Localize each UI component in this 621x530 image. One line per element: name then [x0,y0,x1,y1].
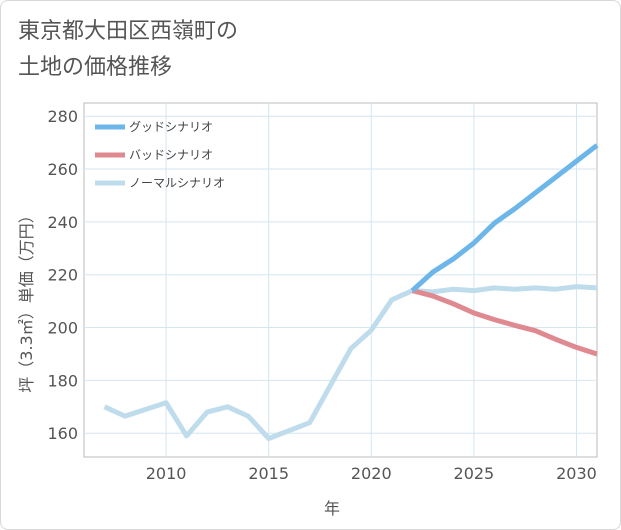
y-tick-label: 280 [47,107,78,126]
legend-label: グッドシナリオ [129,120,213,134]
x-tick-label: 2010 [146,464,187,483]
x-tick-label: 2025 [454,464,495,483]
y-tick-label: 240 [47,213,78,232]
y-tick-label: 200 [47,319,78,338]
y-axis-label: 坪（3.3㎡）単価（万円） [17,207,36,392]
series-line-good [410,143,599,293]
y-tick-label: 160 [47,424,78,443]
chart-title: 東京都大田区西嶺町の 土地の価格推移 [18,14,578,86]
chart-title-line-1: 東京都大田区西嶺町の [18,19,239,44]
chart-title-line-2: 土地の価格推移 [18,55,173,80]
legend-label: ノーマルシナリオ [129,176,225,190]
y-axis-ticks: 160 180 200 220 240 260 280 [47,107,78,443]
series-line-bad [411,288,598,357]
legend-label: バッドシナリオ [129,148,213,162]
y-tick-label: 180 [47,371,78,390]
x-tick-label: 2020 [351,464,392,483]
series-lines [103,143,599,441]
legend-item-good[interactable]: グッドシナリオ [95,120,213,134]
plot-area [83,102,598,458]
legend-item-bad[interactable]: バッドシナリオ [95,148,213,162]
x-axis-ticks: 2010 2015 2020 2025 2030 [146,464,597,483]
y-tick-label: 220 [47,266,78,285]
y-tick-label: 260 [47,160,78,179]
x-tick-label: 2030 [556,464,597,483]
grid-lines [84,103,597,457]
x-tick-label: 2015 [248,464,289,483]
x-axis-label: 年 [324,499,340,518]
legend-item-normal[interactable]: ノーマルシナリオ [95,176,225,190]
series-line-normal [103,284,598,441]
